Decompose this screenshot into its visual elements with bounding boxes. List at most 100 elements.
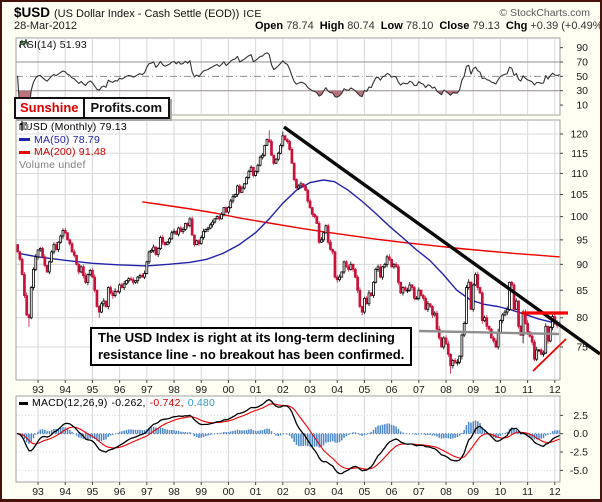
symbol-legend-label: $USD (Monthly) 79.13 bbox=[19, 121, 127, 133]
svg-text:50: 50 bbox=[576, 71, 588, 83]
annotation-box: The USD Index is right at its long-term … bbox=[90, 327, 413, 366]
logo-part1: Sunshine bbox=[20, 100, 79, 115]
svg-text:110: 110 bbox=[571, 168, 588, 180]
svg-text:90: 90 bbox=[576, 259, 588, 271]
svg-text:08: 08 bbox=[440, 486, 452, 498]
svg-text:75: 75 bbox=[576, 341, 588, 353]
quote-strip: Open 78.74 High 80.74 Low 78.10 Close 79… bbox=[255, 20, 602, 32]
svg-text:08: 08 bbox=[440, 384, 452, 396]
ma200-swatch bbox=[19, 150, 30, 154]
svg-text:09: 09 bbox=[467, 384, 479, 396]
svg-text:-5.0: -5.0 bbox=[570, 465, 588, 477]
svg-text:95: 95 bbox=[87, 486, 99, 498]
rsi-legend: RSI(14) 51.93 bbox=[19, 39, 87, 52]
svg-text:00: 00 bbox=[223, 384, 235, 396]
svg-text:00: 00 bbox=[223, 486, 235, 498]
low-label: Low bbox=[380, 20, 403, 32]
chg-value: +0.39 (+0.49%) bbox=[530, 20, 602, 32]
svg-text:99: 99 bbox=[195, 384, 207, 396]
svg-text:05: 05 bbox=[359, 384, 371, 396]
svg-text:06: 06 bbox=[386, 486, 398, 498]
svg-text:115: 115 bbox=[571, 148, 588, 160]
svg-text:01: 01 bbox=[250, 486, 262, 498]
svg-text:12: 12 bbox=[549, 384, 561, 396]
svg-text:94: 94 bbox=[59, 486, 71, 498]
rsi-legend-label: RSI(14) 51.93 bbox=[19, 39, 87, 51]
chg-label: Chg bbox=[505, 20, 528, 32]
svg-text:80: 80 bbox=[576, 312, 588, 324]
svg-text:02: 02 bbox=[277, 384, 289, 396]
svg-text:93: 93 bbox=[32, 384, 44, 396]
macd-value-2: -0.742, bbox=[149, 397, 184, 409]
svg-text:03: 03 bbox=[304, 384, 316, 396]
macd-value-3: 0.480 bbox=[187, 397, 216, 409]
low-value: 78.10 bbox=[405, 20, 434, 32]
open-value: 78.74 bbox=[286, 20, 314, 32]
annotation-line2: resistance line - no breakout has been c… bbox=[98, 346, 405, 362]
chart-header: $USD (US Dollar Index - Cash Settle (EOD… bbox=[14, 5, 262, 20]
sunshine-profits-logo: Sunshine Profits.com bbox=[14, 97, 171, 119]
svg-text:11: 11 bbox=[522, 384, 533, 396]
svg-text:07: 07 bbox=[413, 384, 425, 396]
svg-text:95: 95 bbox=[576, 234, 588, 246]
macd-legend: MACD(12,26,9) -0.262, -0.742, 0.480 bbox=[19, 397, 215, 410]
chart-title: (US Dollar Index - Cash Settle (EOD)) bbox=[54, 8, 240, 20]
price-legend: $USD (Monthly) 79.13 MA(50) 78.79 MA(200… bbox=[19, 121, 127, 171]
indicator-icon bbox=[19, 39, 29, 48]
svg-text:94: 94 bbox=[59, 384, 71, 396]
svg-text:90: 90 bbox=[576, 42, 588, 54]
high-value: 80.74 bbox=[347, 20, 375, 32]
svg-text:-2.5: -2.5 bbox=[570, 447, 588, 459]
annotation-line1: The USD Index is right at its long-term … bbox=[98, 330, 395, 345]
macd-value-1: -0.262, bbox=[111, 397, 146, 409]
svg-text:04: 04 bbox=[331, 384, 343, 396]
svg-text:07: 07 bbox=[413, 486, 425, 498]
svg-text:70: 70 bbox=[576, 57, 588, 69]
svg-text:09: 09 bbox=[467, 486, 479, 498]
svg-text:2.5: 2.5 bbox=[573, 410, 588, 422]
svg-text:05: 05 bbox=[359, 486, 371, 498]
svg-text:100: 100 bbox=[570, 211, 588, 223]
high-label: High bbox=[319, 20, 345, 32]
svg-text:02: 02 bbox=[277, 486, 289, 498]
svg-text:06: 06 bbox=[386, 384, 398, 396]
svg-text:96: 96 bbox=[114, 486, 126, 498]
close-value: 79.13 bbox=[472, 20, 500, 32]
svg-text:10: 10 bbox=[495, 384, 507, 396]
svg-text:01: 01 bbox=[250, 384, 262, 396]
exchange-label: ICE bbox=[243, 8, 262, 20]
ma50-swatch bbox=[19, 138, 30, 142]
svg-text:0.0: 0.0 bbox=[573, 428, 588, 440]
svg-text:120: 120 bbox=[570, 128, 588, 140]
svg-text:04: 04 bbox=[331, 486, 343, 498]
svg-text:85: 85 bbox=[576, 285, 588, 297]
svg-text:99: 99 bbox=[195, 486, 207, 498]
volume-icon bbox=[19, 122, 29, 130]
copyright-label: © StockCharts.com bbox=[499, 7, 590, 19]
ma50-legend-label: MA(50) 78.79 bbox=[34, 133, 101, 146]
ma200-legend-label: MA(200) 91.48 bbox=[34, 146, 107, 158]
open-label: Open bbox=[255, 20, 284, 32]
svg-text:12: 12 bbox=[549, 486, 561, 498]
svg-text:95: 95 bbox=[87, 384, 99, 396]
macd-swatch bbox=[19, 401, 28, 405]
svg-text:98: 98 bbox=[168, 486, 180, 498]
svg-text:10: 10 bbox=[495, 486, 507, 498]
svg-text:03: 03 bbox=[304, 486, 316, 498]
svg-text:97: 97 bbox=[141, 384, 153, 396]
svg-text:10: 10 bbox=[576, 100, 588, 112]
svg-text:11: 11 bbox=[522, 486, 533, 498]
volume-legend-label: Volume undef bbox=[19, 158, 86, 171]
close-label: Close bbox=[439, 20, 470, 32]
svg-text:93: 93 bbox=[32, 486, 44, 498]
svg-text:97: 97 bbox=[141, 486, 153, 498]
svg-text:30: 30 bbox=[576, 85, 588, 97]
logo-part2: Profits.com bbox=[82, 99, 169, 117]
svg-text:98: 98 bbox=[168, 384, 180, 396]
symbol-label: $USD bbox=[14, 5, 51, 20]
macd-legend-name: MACD(12,26,9) bbox=[32, 397, 108, 409]
svg-text:105: 105 bbox=[570, 189, 588, 201]
svg-text:96: 96 bbox=[114, 384, 126, 396]
